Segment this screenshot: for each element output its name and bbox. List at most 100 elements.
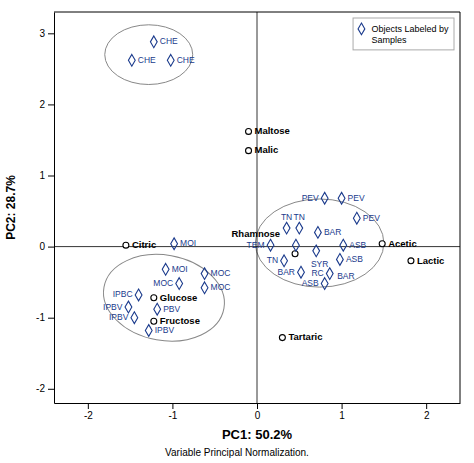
point (292, 251, 298, 257)
y-tick: 0 (39, 241, 54, 252)
x-tick: 2 (424, 403, 430, 421)
point-label: ASB (346, 254, 363, 264)
point-label: MOC (211, 268, 231, 278)
point-label: PEV (302, 193, 319, 203)
y-tick-label: 2 (39, 99, 45, 110)
y-tick-mark (48, 389, 54, 390)
point-label: RC (311, 268, 323, 278)
point-label: CHE (138, 55, 156, 65)
x-axis-title: PC1: 50.2% (222, 427, 293, 442)
frame-right (460, 12, 461, 403)
y-tick: 3 (39, 28, 54, 39)
point (279, 335, 285, 341)
y-tick: 1 (39, 170, 54, 181)
legend-marker (358, 23, 365, 35)
x-tick: -2 (84, 403, 93, 421)
point (135, 289, 142, 301)
plot-area: -2 -1 0 1 2 -2 -1 0 1 2 3 Objects Labeled bySamples… (36, 12, 460, 421)
point (162, 263, 169, 275)
point (201, 282, 208, 294)
point (353, 212, 360, 224)
ellipse (255, 199, 384, 287)
y-tick-mark (48, 247, 54, 248)
y-axis: -2 -1 0 1 2 3 (36, 13, 54, 404)
point (293, 239, 300, 251)
point (171, 238, 178, 250)
point (313, 245, 320, 257)
point (176, 278, 183, 290)
x-tick-mark (426, 403, 427, 409)
chart: -2 -1 0 1 2 -2 -1 0 1 2 3 Objects Labeled bySamples… (0, 0, 474, 463)
x-tick: 0 (255, 403, 261, 421)
y-tick-label: -1 (36, 312, 45, 323)
point (379, 241, 385, 247)
x-tick-label: -2 (84, 410, 93, 421)
point (154, 303, 161, 315)
point-label: CHE (177, 55, 195, 65)
point-label: Lactic (417, 255, 444, 266)
y-tick-label: 3 (39, 28, 45, 39)
point-label: IPBC (113, 289, 133, 299)
ellipse (97, 245, 232, 350)
point (125, 301, 132, 313)
point (246, 128, 252, 134)
x-tick-mark (172, 403, 173, 409)
point (321, 192, 328, 204)
point (315, 226, 322, 238)
marks (54, 12, 460, 403)
legend-items: Objects Labeled bySamples (358, 23, 449, 45)
x-axis: -2 -1 0 1 2 (55, 403, 461, 421)
point-label: TN (281, 212, 292, 222)
point-label: BAR (324, 227, 341, 237)
x-tick-label: 0 (255, 410, 261, 421)
point (246, 148, 252, 154)
zero-line-v (257, 12, 258, 403)
point-label: TN (267, 255, 278, 265)
y-axis-title: PC2: 28.7% (4, 175, 18, 240)
point-label: IPBV (103, 302, 123, 312)
point (151, 318, 157, 324)
x-tick: -1 (168, 403, 177, 421)
point-label: TN (294, 212, 305, 222)
y-tick-label: -2 (36, 383, 45, 394)
x-tick: 1 (339, 403, 345, 421)
point (340, 239, 347, 251)
point-label: MOC (211, 282, 231, 292)
point-label: PEV (363, 213, 380, 223)
x-tick-mark (342, 403, 343, 409)
point-label: BAR (277, 267, 294, 277)
point-label: MOC (153, 278, 173, 288)
point (298, 266, 305, 278)
point (321, 278, 328, 290)
point-label: Rhamnose (231, 228, 280, 239)
point (283, 222, 290, 234)
point-label: MOI (180, 238, 196, 248)
y-tick: -2 (36, 383, 54, 394)
point (281, 255, 288, 267)
point (128, 54, 135, 66)
x-tick-label: 1 (339, 410, 345, 421)
point (201, 268, 208, 280)
point-label: BAR (337, 271, 354, 281)
point (145, 325, 152, 337)
point-label: Acetic (388, 238, 417, 249)
point (131, 312, 138, 324)
point (326, 268, 333, 280)
point-label: TEM (247, 240, 265, 250)
x-tick-mark (88, 403, 89, 409)
point (150, 36, 157, 48)
point (267, 239, 274, 251)
point-label: ASB (302, 278, 319, 288)
point-label: ASB (349, 240, 366, 250)
legend: Objects Labeled bySamples (353, 18, 454, 50)
point-label: MOI (172, 264, 188, 274)
y-tick-mark (48, 176, 54, 177)
point-label: Tartaric (288, 331, 322, 342)
point-label: PEV (348, 193, 365, 203)
point-label: IPBV (109, 312, 129, 322)
y-tick-mark (48, 104, 54, 105)
point (336, 254, 343, 266)
y-axis-line (54, 13, 55, 404)
point (408, 258, 414, 264)
point-label: Citric (132, 239, 156, 250)
